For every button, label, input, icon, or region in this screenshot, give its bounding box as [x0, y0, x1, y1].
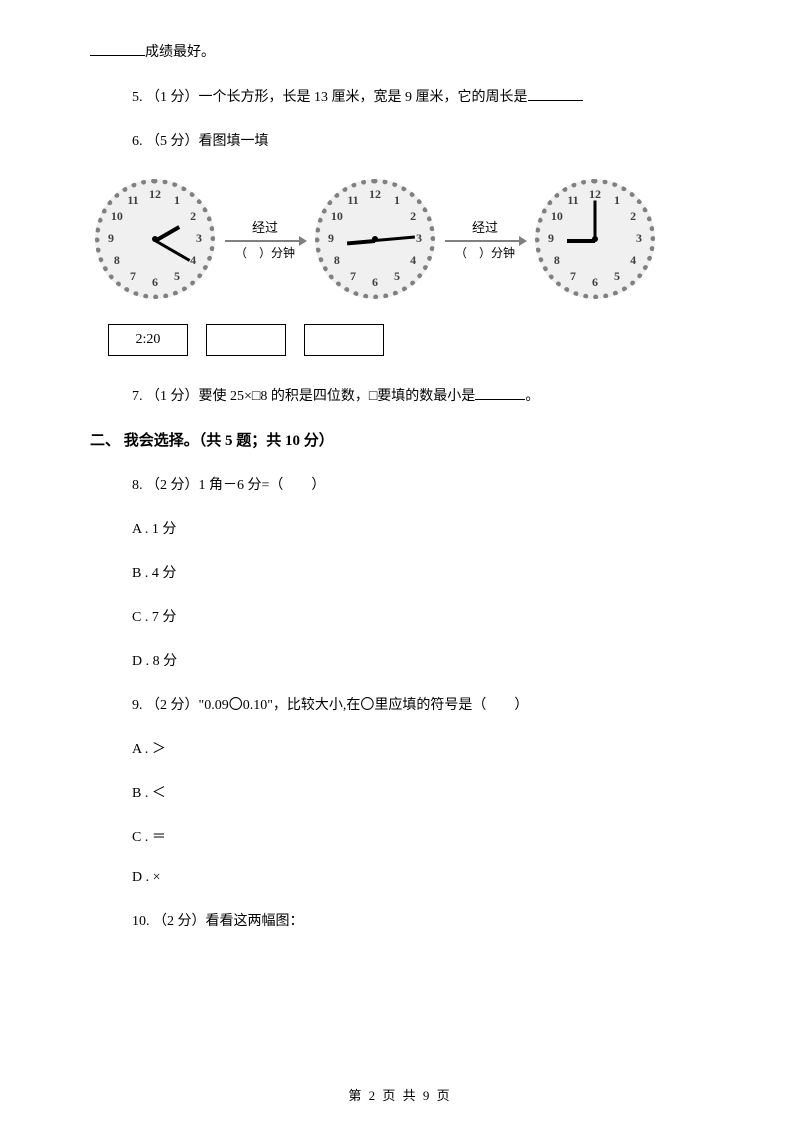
q8-option-d: D . 8 分 [132, 654, 177, 669]
clock-number: 1 [389, 193, 405, 208]
arrow-sublabel: （ ）分钟 [235, 244, 295, 261]
q7-post: 。 [525, 389, 539, 404]
clock-number: 12 [147, 187, 163, 202]
q10-text: 10. （2 分）看看这两幅图： [132, 914, 304, 929]
clock-diagram: 121234567891011经过（ ）分钟121234567891011经过（… [90, 174, 710, 356]
clock-number: 6 [147, 275, 163, 290]
clock-number: 4 [405, 253, 421, 268]
q8-option-a: A . 1 分 [132, 522, 176, 537]
clock-number: 3 [191, 231, 207, 246]
clock-number: 9 [103, 231, 119, 246]
time-box-2[interactable] [206, 324, 286, 356]
minute-hand [594, 201, 597, 241]
clock-number: 6 [587, 275, 603, 290]
q9-text: 9. （2 分）"0.09〇0.10"，比较大小,在〇里应填的符号是（ ） [132, 698, 528, 713]
arrow-sublabel: （ ）分钟 [455, 244, 515, 261]
clock-number: 7 [565, 269, 581, 284]
clock-center [372, 236, 378, 242]
q8-text: 8. （2 分）1 角－6 分=（ ） [132, 478, 325, 493]
q4-tail: 成绩最好。 [145, 45, 215, 60]
clock-number: 9 [543, 231, 559, 246]
clock-number: 4 [625, 253, 641, 268]
answer-blank-q5[interactable] [528, 85, 583, 101]
hour-hand [347, 239, 375, 245]
answer-blank-q7[interactable] [475, 384, 525, 400]
q9-option-b: B . ＜ [132, 786, 166, 801]
q9-option-d: D . × [132, 870, 161, 885]
time-box-1: 2:20 [108, 324, 188, 356]
q9-option-a: A . ＞ [132, 742, 166, 757]
q8-option-b: B . 4 分 [132, 566, 176, 581]
q5-text: 5. （1 分）一个长方形，长是 13 厘米，宽是 9 厘米，它的周长是 [132, 90, 528, 105]
clock-number: 3 [631, 231, 647, 246]
clock-number: 5 [609, 269, 625, 284]
clock-number: 11 [125, 193, 141, 208]
answer-blank-q4[interactable] [90, 40, 145, 56]
clock-number: 5 [389, 269, 405, 284]
clock-number: 11 [565, 193, 581, 208]
section-2-title: 二、 我会选择。（共 5 题；共 10 分） [90, 429, 710, 450]
clock-number: 10 [549, 209, 565, 224]
q8-option-c: C . 7 分 [132, 610, 176, 625]
time-box-3[interactable] [304, 324, 384, 356]
arrow-section-1: 经过 （ ）分钟 [220, 217, 310, 261]
clock-number: 7 [345, 269, 361, 284]
clock-number: 12 [367, 187, 383, 202]
clock-number: 7 [125, 269, 141, 284]
clock-number: 2 [405, 209, 421, 224]
clock-2: 121234567891011 [310, 174, 440, 304]
clock-1: 121234567891011 [90, 174, 220, 304]
clock-number: 1 [609, 193, 625, 208]
arrow-label: 经过 [252, 217, 278, 236]
q7-text: 7. （1 分）要使 25×□8 的积是四位数，□要填的数最小是 [132, 389, 475, 404]
q9-option-c: C . ＝ [132, 830, 166, 845]
clock-number: 8 [329, 253, 345, 268]
clock-number: 2 [185, 209, 201, 224]
clock-center [152, 236, 158, 242]
clock-number: 2 [625, 209, 641, 224]
clock-number: 9 [323, 231, 339, 246]
hour-hand [567, 239, 595, 243]
page-footer: 第 2 页 共 9 页 [0, 1085, 800, 1104]
clock-number: 8 [549, 253, 565, 268]
clock-3: 121234567891011 [530, 174, 660, 304]
clock-number: 10 [329, 209, 345, 224]
arrow-section-2: 经过 （ ）分钟 [440, 217, 530, 261]
clock-number: 8 [109, 253, 125, 268]
arrow-icon [225, 240, 305, 242]
clock-number: 5 [169, 269, 185, 284]
clock-number: 1 [169, 193, 185, 208]
clock-number: 10 [109, 209, 125, 224]
arrow-icon [445, 240, 525, 242]
clock-number: 6 [367, 275, 383, 290]
clock-number: 11 [345, 193, 361, 208]
clock-center [592, 236, 598, 242]
arrow-label: 经过 [472, 217, 498, 236]
minute-hand [375, 236, 415, 242]
q6-text: 6. （5 分）看图填一填 [132, 134, 269, 149]
minute-hand [154, 239, 190, 262]
